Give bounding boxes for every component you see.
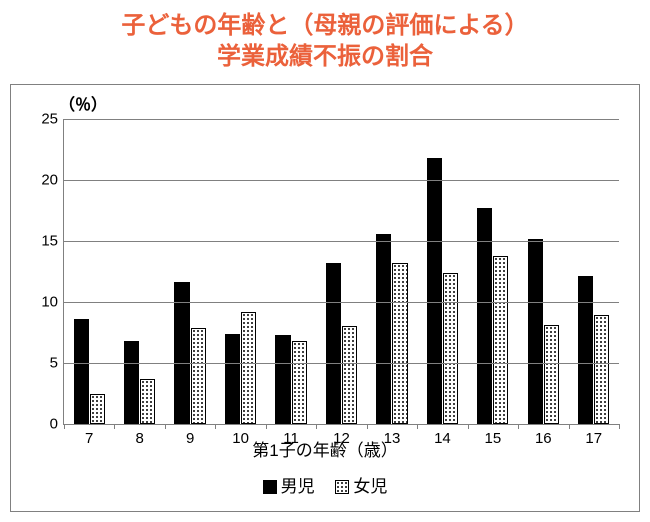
legend-item-boys: 男児 [263, 472, 315, 497]
bars-layer [64, 119, 619, 424]
grid-line [64, 180, 619, 181]
y-tick-label: 5 [50, 355, 64, 372]
y-tick-label: 15 [41, 233, 64, 250]
legend-item-girls: 女児 [335, 472, 387, 497]
bar-boys [225, 334, 240, 424]
bar-boys [174, 282, 189, 424]
bar-girls [544, 325, 559, 424]
bar-girls [594, 315, 609, 424]
legend: 男児 女児 [11, 472, 639, 497]
x-tick-mark [64, 424, 65, 429]
bar-boys [376, 234, 391, 424]
x-tick-mark [215, 424, 216, 429]
x-tick-mark [619, 424, 620, 429]
bar-boys [528, 239, 543, 424]
bar-girls [292, 341, 307, 424]
x-tick-mark [114, 424, 115, 429]
legend-label-boys: 男児 [281, 477, 315, 496]
chart-container: 子どもの年齢と（母親の評価による） 学業成績不振の割合 （％） 05101520… [0, 0, 650, 522]
bar-girls [191, 328, 206, 424]
bar-girls [241, 312, 256, 424]
grid-line [64, 119, 619, 120]
bar-boys [578, 276, 593, 424]
y-tick-label: 20 [41, 172, 64, 189]
x-tick-mark [165, 424, 166, 429]
bar-boys [427, 158, 442, 424]
y-tick-label: 10 [41, 294, 64, 311]
x-tick-mark [316, 424, 317, 429]
chart-frame: （％） 05101520257891011121314151617 第1子の年齢… [10, 84, 640, 512]
x-tick-mark [468, 424, 469, 429]
bar-boys [124, 341, 139, 424]
title-line1: 子どもの年齢と（母親の評価による） [121, 12, 528, 39]
bar-girls [443, 273, 458, 424]
bar-girls [140, 379, 155, 424]
bar-girls [342, 326, 357, 424]
bar-girls [90, 394, 105, 425]
legend-label-girls: 女児 [353, 477, 387, 496]
bar-boys [74, 319, 89, 424]
x-tick-mark [569, 424, 570, 429]
x-tick-mark [266, 424, 267, 429]
x-tick-mark [518, 424, 519, 429]
chart-title: 子どもの年齢と（母親の評価による） 学業成績不振の割合 [0, 0, 650, 80]
y-unit-label: （％） [59, 91, 107, 115]
bar-girls [392, 263, 407, 424]
x-tick-mark [367, 424, 368, 429]
bar-boys [326, 263, 341, 424]
bar-girls [493, 256, 508, 424]
plot-area: 05101520257891011121314151617 [63, 119, 619, 425]
y-tick-label: 0 [50, 416, 64, 433]
grid-line [64, 241, 619, 242]
legend-swatch-boys [263, 480, 277, 494]
legend-swatch-girls [335, 480, 349, 494]
grid-line [64, 363, 619, 364]
title-line2: 学業成績不振の割合 [217, 43, 433, 70]
y-tick-label: 25 [41, 111, 64, 128]
x-axis-label: 第1子の年齢（歳） [11, 436, 639, 461]
grid-line [64, 302, 619, 303]
x-tick-mark [417, 424, 418, 429]
bar-boys [275, 335, 290, 424]
